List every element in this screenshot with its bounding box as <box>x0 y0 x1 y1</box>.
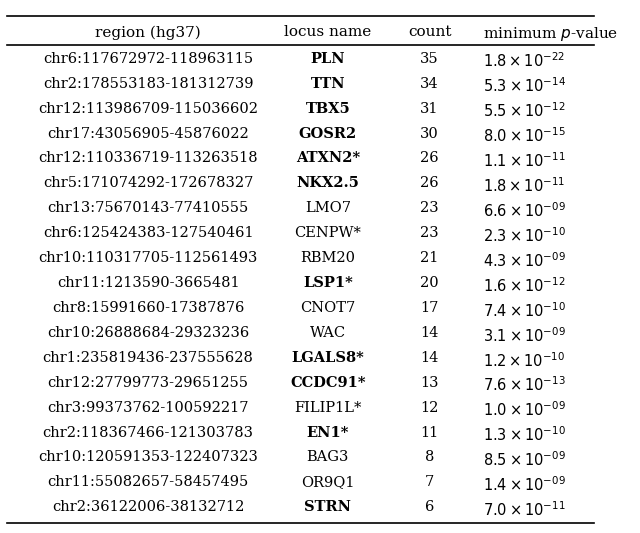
Text: LSP1*: LSP1* <box>303 276 353 290</box>
Text: 26: 26 <box>420 151 439 165</box>
Text: chr11:1213590-3665481: chr11:1213590-3665481 <box>57 276 239 290</box>
Text: $5.5 \times 10^{-12}$: $5.5 \times 10^{-12}$ <box>483 102 566 120</box>
Text: 6: 6 <box>425 500 435 514</box>
Text: 23: 23 <box>420 201 439 215</box>
Text: count: count <box>408 25 451 39</box>
Text: 12: 12 <box>420 401 439 415</box>
Text: chr2:118367466-121303783: chr2:118367466-121303783 <box>43 425 253 440</box>
Text: 21: 21 <box>420 251 439 265</box>
Text: FILIP1L*: FILIP1L* <box>294 401 362 415</box>
Text: RBM20: RBM20 <box>300 251 355 265</box>
Text: 7: 7 <box>425 475 434 489</box>
Text: chr10:110317705-112561493: chr10:110317705-112561493 <box>38 251 258 265</box>
Text: 14: 14 <box>420 351 439 365</box>
Text: chr2:36122006-38132712: chr2:36122006-38132712 <box>52 500 244 514</box>
Text: $4.3 \times 10^{-09}$: $4.3 \times 10^{-09}$ <box>483 251 566 270</box>
Text: chr5:171074292-172678327: chr5:171074292-172678327 <box>43 176 253 190</box>
Text: $1.3 \times 10^{-10}$: $1.3 \times 10^{-10}$ <box>483 425 566 445</box>
Text: $1.2 \times 10^{-10}$: $1.2 \times 10^{-10}$ <box>483 351 566 369</box>
Text: 13: 13 <box>420 376 439 390</box>
Text: minimum $p$-value: minimum $p$-value <box>483 25 618 43</box>
Text: $8.0 \times 10^{-15}$: $8.0 \times 10^{-15}$ <box>483 126 566 145</box>
Text: chr12:110336719-113263518: chr12:110336719-113263518 <box>38 151 258 165</box>
Text: 26: 26 <box>420 176 439 190</box>
Text: 35: 35 <box>420 52 439 66</box>
Text: locus name: locus name <box>284 25 371 39</box>
Text: GOSR2: GOSR2 <box>299 126 357 141</box>
Text: chr6:117672972-118963115: chr6:117672972-118963115 <box>43 52 253 66</box>
Text: EN1*: EN1* <box>307 425 349 440</box>
Text: $3.1 \times 10^{-09}$: $3.1 \times 10^{-09}$ <box>483 326 566 345</box>
Text: 20: 20 <box>420 276 439 290</box>
Text: TBX5: TBX5 <box>305 102 350 116</box>
Text: 23: 23 <box>420 226 439 240</box>
Text: chr6:125424383-127540461: chr6:125424383-127540461 <box>43 226 253 240</box>
Text: 14: 14 <box>420 326 439 340</box>
Text: chr13:75670143-77410555: chr13:75670143-77410555 <box>47 201 249 215</box>
Text: 34: 34 <box>420 77 439 91</box>
Text: WAC: WAC <box>310 326 346 340</box>
Text: ATXN2*: ATXN2* <box>296 151 360 165</box>
Text: chr10:120591353-122407323: chr10:120591353-122407323 <box>38 450 258 464</box>
Text: $7.6 \times 10^{-13}$: $7.6 \times 10^{-13}$ <box>483 376 566 394</box>
Text: $1.0 \times 10^{-09}$: $1.0 \times 10^{-09}$ <box>483 401 566 419</box>
Text: region (hg37): region (hg37) <box>95 25 201 39</box>
Text: 8: 8 <box>425 450 435 464</box>
Text: chr10:26888684-29323236: chr10:26888684-29323236 <box>47 326 249 340</box>
Text: LGALS8*: LGALS8* <box>291 351 364 365</box>
Text: $1.6 \times 10^{-12}$: $1.6 \times 10^{-12}$ <box>483 276 566 295</box>
Text: $6.6 \times 10^{-09}$: $6.6 \times 10^{-09}$ <box>483 201 566 220</box>
Text: $8.5 \times 10^{-09}$: $8.5 \times 10^{-09}$ <box>483 450 566 469</box>
Text: chr12:113986709-115036602: chr12:113986709-115036602 <box>38 102 258 116</box>
Text: OR9Q1: OR9Q1 <box>301 475 355 489</box>
Text: $1.8 \times 10^{-22}$: $1.8 \times 10^{-22}$ <box>483 52 566 70</box>
Text: $1.8 \times 10^{-11}$: $1.8 \times 10^{-11}$ <box>483 176 566 195</box>
Text: BAG3: BAG3 <box>307 450 349 464</box>
Text: chr12:27799773-29651255: chr12:27799773-29651255 <box>47 376 248 390</box>
Text: CENPW*: CENPW* <box>294 226 361 240</box>
Text: $7.4 \times 10^{-10}$: $7.4 \times 10^{-10}$ <box>483 301 566 320</box>
Text: NKX2.5: NKX2.5 <box>296 176 359 190</box>
Text: chr2:178553183-181312739: chr2:178553183-181312739 <box>43 77 253 91</box>
Text: 30: 30 <box>420 126 439 141</box>
Text: chr3:99373762-100592217: chr3:99373762-100592217 <box>47 401 249 415</box>
Text: 11: 11 <box>420 425 438 440</box>
Text: TTN: TTN <box>310 77 345 91</box>
Text: 17: 17 <box>420 301 439 315</box>
Text: $5.3 \times 10^{-14}$: $5.3 \times 10^{-14}$ <box>483 77 566 95</box>
Text: $2.3 \times 10^{-10}$: $2.3 \times 10^{-10}$ <box>483 226 566 245</box>
Text: chr17:43056905-45876022: chr17:43056905-45876022 <box>47 126 249 141</box>
Text: chr11:55082657-58457495: chr11:55082657-58457495 <box>47 475 249 489</box>
Text: STRN: STRN <box>304 500 351 514</box>
Text: $1.4 \times 10^{-09}$: $1.4 \times 10^{-09}$ <box>483 475 566 494</box>
Text: chr1:235819436-237555628: chr1:235819436-237555628 <box>43 351 253 365</box>
Text: $1.1 \times 10^{-11}$: $1.1 \times 10^{-11}$ <box>483 151 566 170</box>
Text: PLN: PLN <box>310 52 345 66</box>
Text: $7.0 \times 10^{-11}$: $7.0 \times 10^{-11}$ <box>483 500 566 519</box>
Text: chr8:15991660-17387876: chr8:15991660-17387876 <box>52 301 244 315</box>
Text: LMO7: LMO7 <box>305 201 351 215</box>
Text: CNOT7: CNOT7 <box>300 301 355 315</box>
Text: 31: 31 <box>420 102 439 116</box>
Text: CCDC91*: CCDC91* <box>290 376 365 390</box>
